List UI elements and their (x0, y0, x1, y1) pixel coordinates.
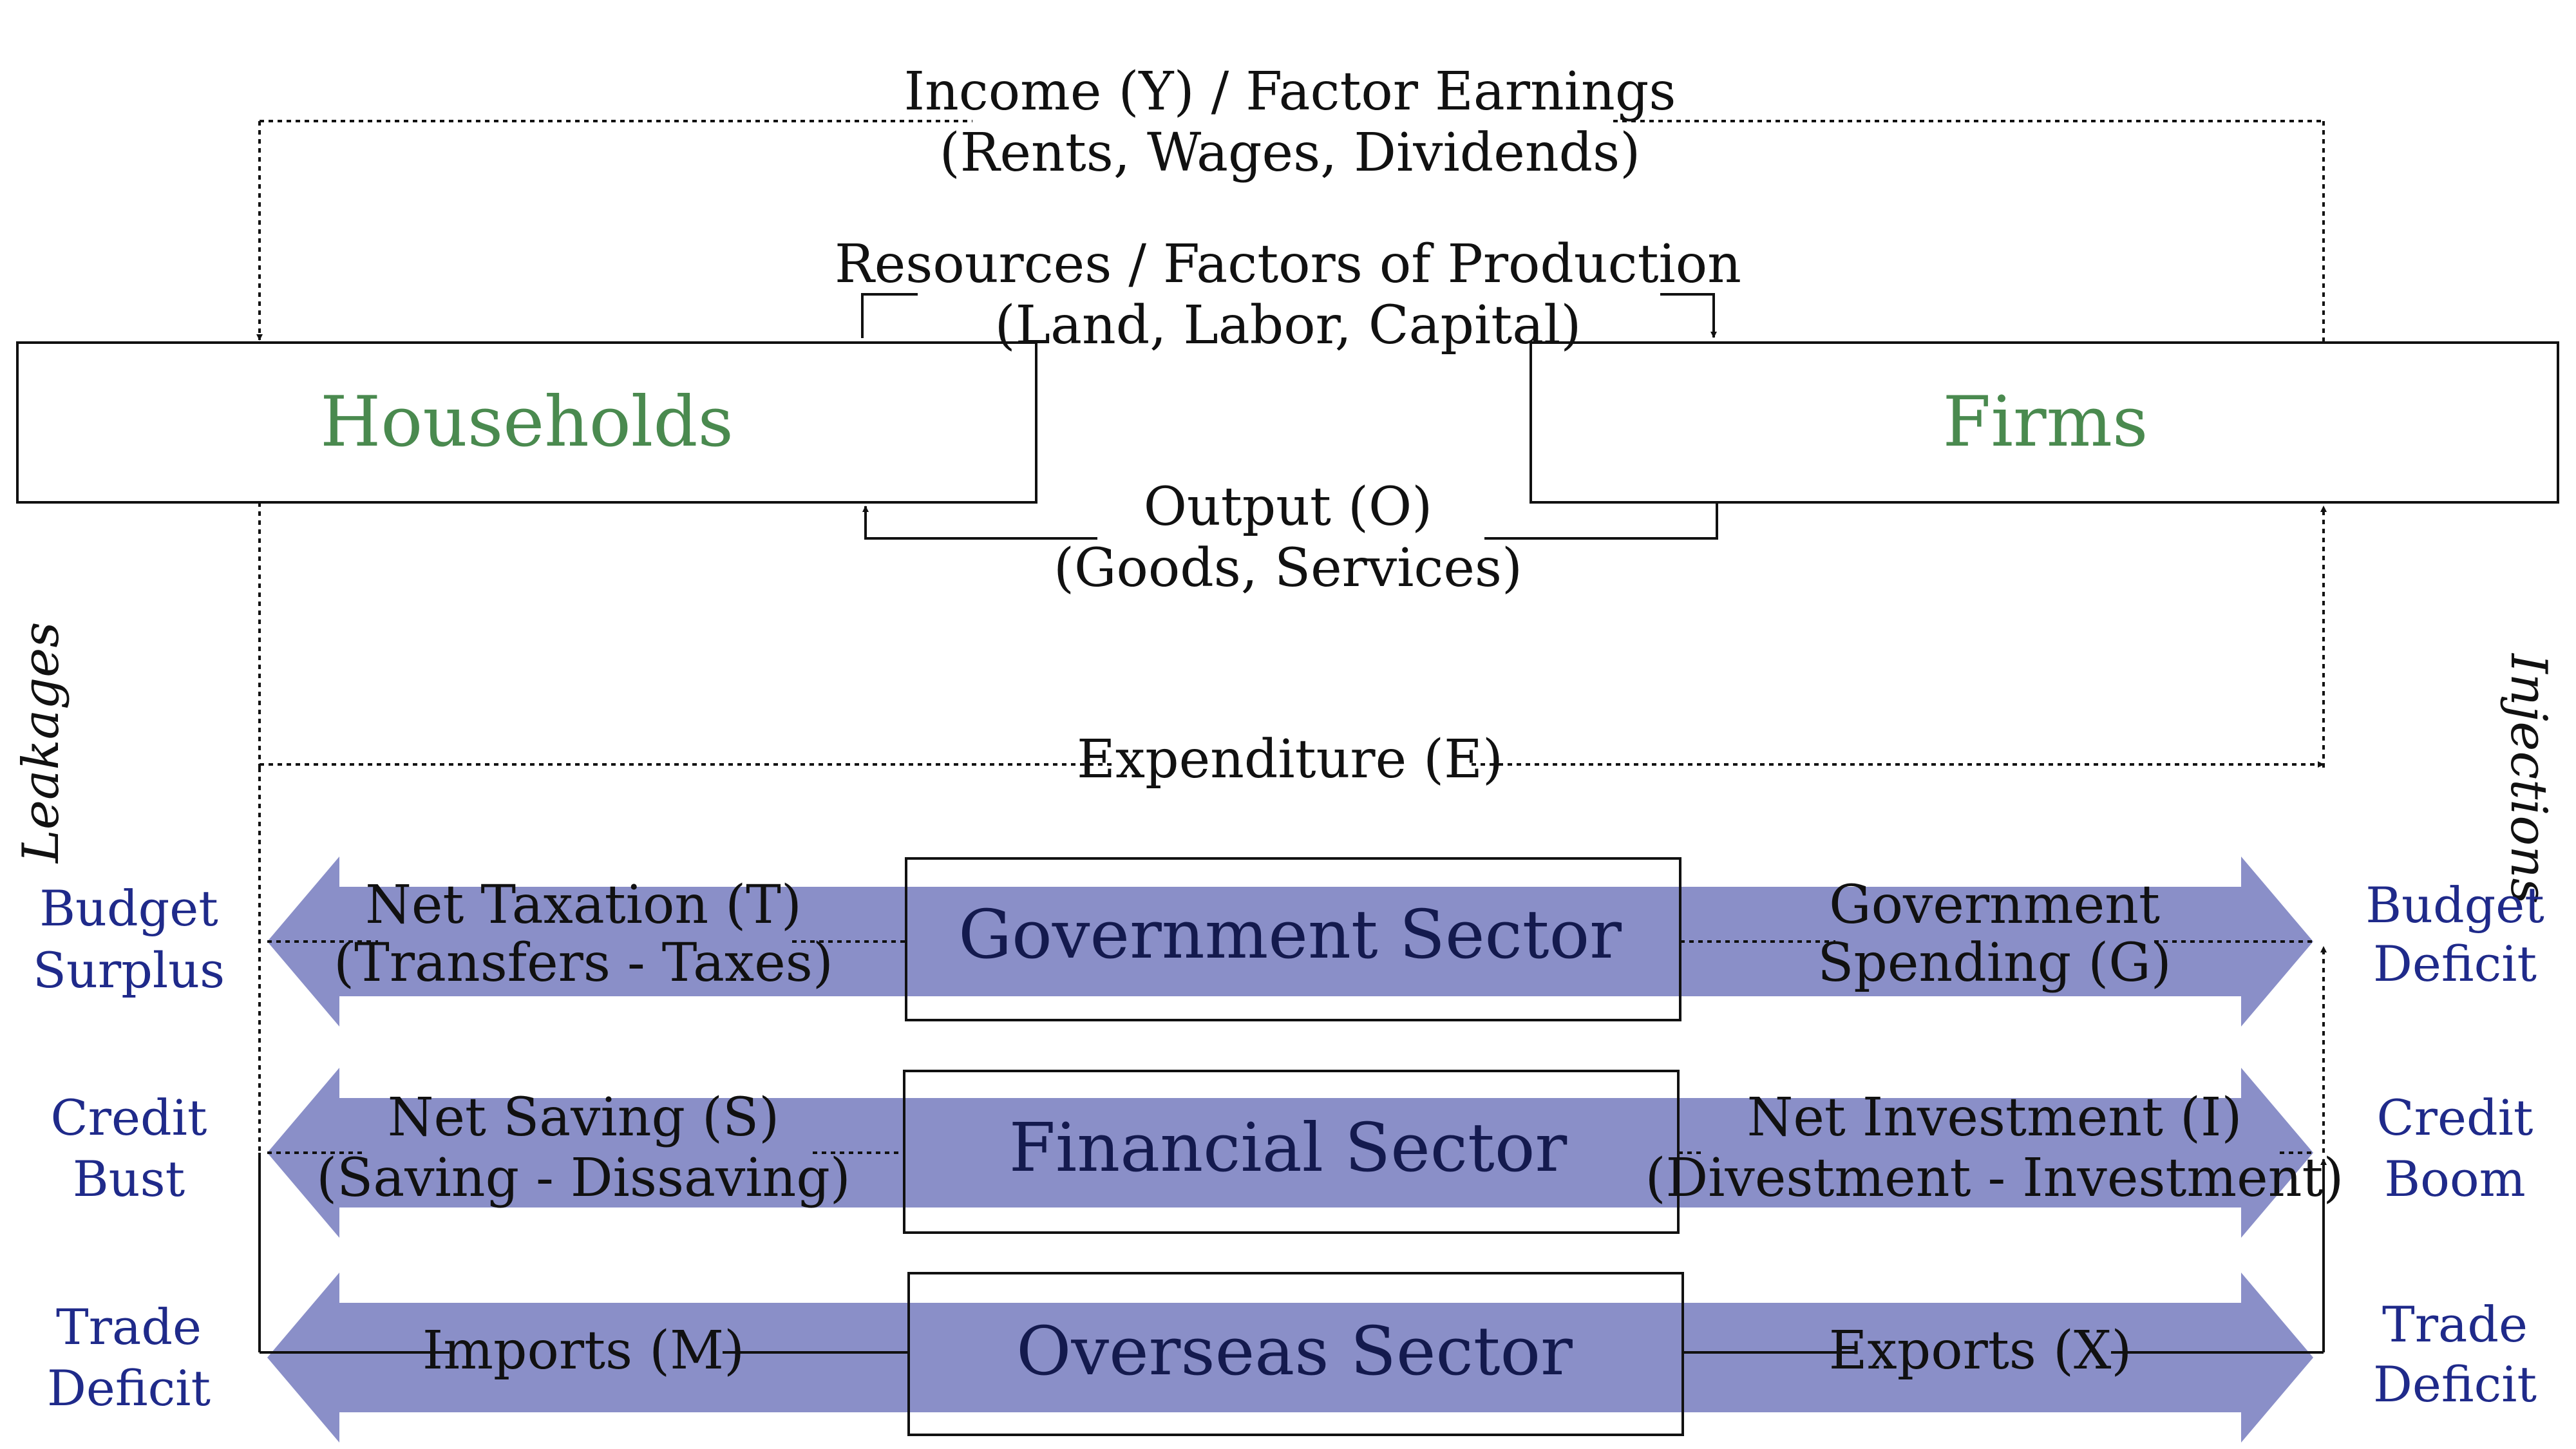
sector-bands (267, 857, 2313, 1443)
expenditure-label: Expenditure (E) (1077, 729, 1503, 790)
expenditure-flow-lines (258, 502, 2327, 768)
firms-title: Firms (1943, 382, 2148, 462)
net-investment-line1: Net Investment (I) (1747, 1087, 2242, 1148)
income-flow-lines (256, 120, 2325, 343)
financial-sector-title: Financial Sector (1009, 1108, 1567, 1187)
government-spending-line2: Spending (G) (1817, 933, 2172, 994)
resources-flow-lines (861, 293, 1717, 338)
overseas-sector-title: Overseas Sector (1016, 1312, 1573, 1390)
income-label-line1: Income (Y) / Factor Earnings (904, 61, 1676, 122)
leakage-connectors (258, 768, 909, 1354)
leakages-label: Leakages (12, 622, 70, 864)
output-flow-lines (862, 502, 1718, 540)
government-spending-line1: Government (1829, 875, 2160, 936)
net-taxation-line2: (Transfers - Taxes) (334, 933, 833, 994)
trade-deficit-left-line2: Deficit (47, 1359, 211, 1417)
budget-surplus-line1: Budget (39, 880, 218, 937)
budget-deficit-line1: Budget (2365, 876, 2544, 934)
net-taxation-line1: Net Taxation (T) (365, 875, 802, 936)
households-title: Households (320, 382, 734, 462)
trade-deficit-right-line2: Deficit (2373, 1356, 2537, 1413)
government-sector-box (905, 857, 1681, 1021)
credit-bust-line2: Bust (73, 1150, 185, 1208)
government-band-arrow (267, 857, 2313, 1027)
budget-surplus-line2: Surplus (33, 942, 225, 999)
resources-label-line1: Resources / Factors of Production (835, 234, 1741, 295)
budget-deficit-line2: Deficit (2373, 935, 2537, 992)
trade-deficit-right-line1: Trade (2382, 1296, 2528, 1353)
output-label-line2: (Goods, Services) (1054, 538, 1522, 599)
output-label-line1: Output (O) (1144, 477, 1433, 538)
imports-label: Imports (M) (422, 1320, 744, 1381)
financial-band-arrow (267, 1068, 2313, 1238)
firms-box (1530, 341, 2559, 504)
income-label-line2: (Rents, Wages, Dividends) (940, 122, 1640, 184)
government-sector-title: Government Sector (958, 895, 1622, 974)
trade-deficit-left-line1: Trade (56, 1298, 202, 1356)
resources-label-line2: (Land, Labor, Capital) (995, 295, 1582, 356)
exports-label: Exports (X) (1829, 1320, 2132, 1381)
overseas-sector-box (907, 1272, 1684, 1436)
credit-bust-line1: Credit (51, 1089, 207, 1146)
overseas-band-arrow (267, 1273, 2313, 1443)
net-saving-line2: (Saving - Dissaving) (316, 1148, 851, 1209)
net-investment-line2: (Divestment - Investment) (1645, 1148, 2344, 1209)
credit-boom-line1: Credit (2377, 1089, 2533, 1146)
injection-connectors (1678, 940, 2327, 1354)
injections-label: Injections (2499, 652, 2557, 904)
households-box (16, 341, 1037, 504)
net-saving-line1: Net Saving (S) (388, 1087, 779, 1148)
credit-boom-line2: Boom (2384, 1150, 2525, 1208)
